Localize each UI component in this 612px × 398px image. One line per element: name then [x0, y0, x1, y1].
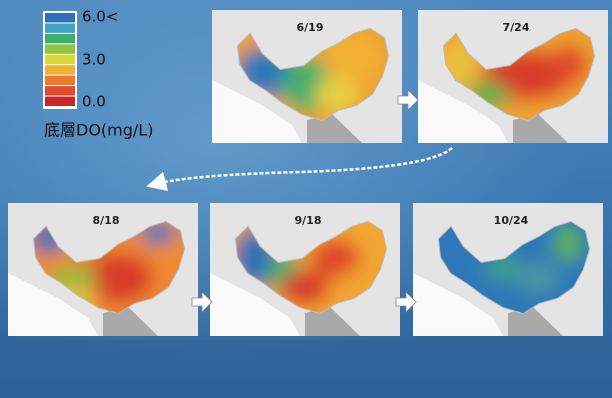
legend-swatch [45, 65, 75, 74]
legend-swatch [45, 34, 75, 43]
legend-swatch [45, 86, 75, 95]
legend-label: 3.0 [82, 51, 106, 69]
map-panel: 7/24 [398, 0, 612, 143]
map-panel: 8/18 [0, 193, 228, 336]
legend-label: 0.0 [82, 93, 106, 111]
legend-title: 底層DO(mg/L) [44, 121, 153, 140]
do-blob [548, 45, 588, 85]
legend-label: 6.0< [82, 8, 118, 26]
do-blob [553, 225, 583, 261]
panel-date: 9/18 [295, 214, 322, 227]
do-blob [518, 263, 558, 293]
panel-date: 7/24 [503, 21, 530, 34]
legend-swatch [45, 44, 75, 53]
panel-date: 10/24 [494, 214, 529, 227]
legend-swatch [45, 55, 75, 64]
legend [43, 11, 77, 109]
map-panel: 6/19 [192, 0, 432, 143]
map-panel: 9/18 [190, 193, 430, 336]
panel-date: 8/18 [93, 214, 120, 227]
slide: 6.0< 3.0 0.0 底層DO(mg/L) 6/19 7/24 8/18 9/18… [0, 0, 612, 398]
map-panel: 10/24 [393, 193, 612, 336]
bottom-band [0, 340, 612, 398]
legend-swatch [45, 13, 75, 22]
panel-date: 6/19 [297, 21, 324, 34]
legend-swatch [45, 76, 75, 85]
legend-swatch [45, 23, 75, 32]
legend-swatch [45, 97, 75, 106]
